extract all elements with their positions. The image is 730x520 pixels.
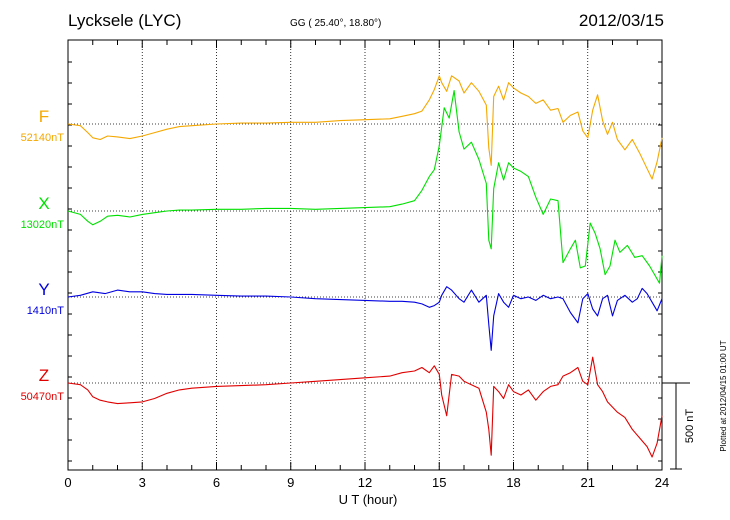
series-labels: F 52140nT X 13020nT Y 1410nT Z 50470nT [21, 107, 65, 403]
series-baseline-y: 1410nT [27, 305, 65, 317]
x-tick-label: 9 [287, 475, 294, 490]
series-line-y [67, 286, 663, 351]
series-baseline-z: 50470nT [21, 391, 65, 403]
scale-bar-label: 500 nT [684, 409, 696, 444]
series-baseline-f: 52140nT [21, 132, 65, 144]
x-tick-label: 24 [655, 475, 669, 490]
coordinates-label: GG ( 25.40°, 18.80°) [290, 18, 381, 29]
series-name-z: Z [39, 366, 49, 385]
x-tick-labels: 0 3 6 9 12 15 18 21 24 [64, 475, 669, 490]
series-line-f [67, 75, 663, 180]
series-name-x: X [38, 194, 49, 213]
x-tick-label: 0 [64, 475, 71, 490]
series-line-x [67, 90, 663, 284]
x-tick-label: 21 [581, 475, 595, 490]
x-tick-label: 15 [432, 475, 446, 490]
x-tick-label: 18 [506, 475, 520, 490]
x-ticks [67, 40, 663, 470]
series-lines [67, 75, 663, 458]
series-name-f: F [39, 107, 49, 126]
plotted-timestamp: Plotted at 2012/04/15 01:00 UT [719, 340, 728, 451]
date-label: 2012/03/15 [579, 11, 664, 30]
series-name-y: Y [38, 280, 49, 299]
series-baseline-x: 13020nT [21, 219, 65, 231]
plot-frame [67, 39, 663, 471]
scale-bar: 500 nT [662, 382, 696, 470]
x-tick-label: 3 [139, 475, 146, 490]
x-tick-label: 6 [213, 475, 220, 490]
x-axis-label: U T (hour) [339, 492, 398, 507]
station-title: Lycksele (LYC) [68, 11, 181, 30]
grid-lines [68, 40, 662, 470]
x-tick-label: 12 [358, 475, 372, 490]
series-line-z [67, 356, 663, 458]
